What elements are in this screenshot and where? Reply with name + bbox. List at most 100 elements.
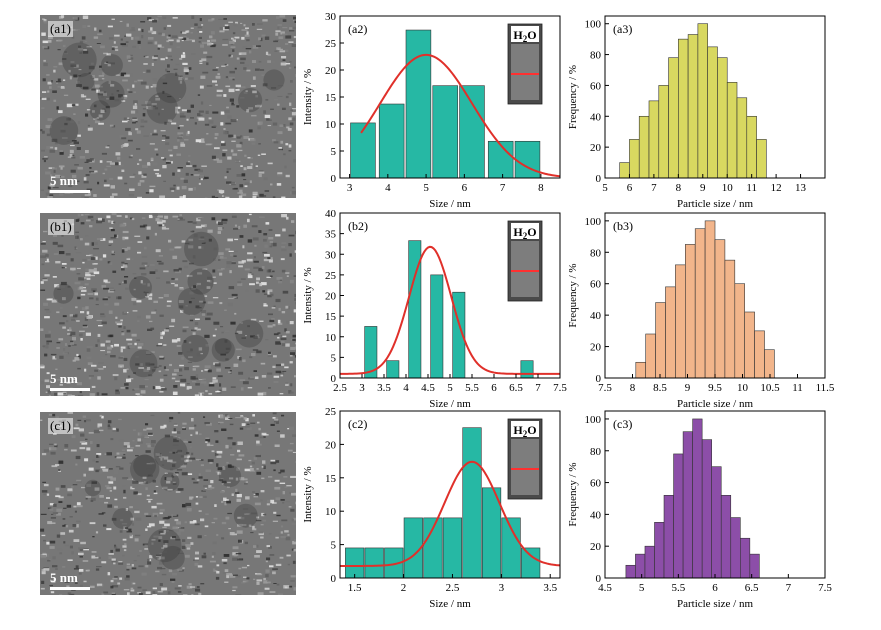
y-tick-label: 35 — [325, 229, 337, 241]
y-tick-label: 100 — [585, 414, 602, 426]
bar — [682, 431, 693, 579]
bar — [635, 553, 646, 579]
scale-bar-b1: 5 nm — [50, 371, 90, 391]
bar — [462, 427, 482, 579]
bar — [668, 57, 679, 179]
bar — [704, 220, 716, 379]
bar — [711, 466, 722, 579]
x-tick-label: 5 — [423, 182, 429, 194]
y-tick-label: 80 — [590, 50, 602, 62]
x-tick-label: 5 — [639, 582, 645, 594]
y-tick-label: 30 — [325, 249, 337, 261]
scale-bar-c1: 5 nm — [50, 570, 90, 590]
y-tick-label: 20 — [590, 541, 602, 553]
y-tick-label: 100 — [585, 216, 602, 228]
x-tick-label: 6 — [712, 582, 718, 594]
bar — [487, 140, 514, 179]
bar — [744, 311, 755, 379]
y-tick-label: 0 — [596, 373, 602, 385]
x-tick-label: 7 — [786, 582, 792, 594]
fit-curve — [360, 53, 561, 178]
bar — [350, 122, 376, 179]
y-tick-label: 5 — [331, 540, 337, 552]
bar — [638, 115, 650, 179]
axes-frame — [339, 410, 561, 579]
y-tick-label: 10 — [325, 332, 337, 344]
y-tick-label: 40 — [590, 310, 602, 322]
panel-label-c1: (c1) — [48, 418, 73, 434]
y-tick-label: 40 — [590, 111, 602, 123]
x-tick-label: 5.5 — [671, 582, 685, 594]
x-tick-label: 3 — [499, 582, 505, 594]
chart-a3: 5 6 7 8 9 10 11 12 13 0 20 40 60 80 100 Particle size /… — [567, 15, 826, 210]
x-tick-label: 7 — [535, 382, 541, 394]
x-tick-label: 10 — [737, 382, 749, 394]
y-tick-label: 25 — [325, 270, 337, 282]
y-tick-label: 20 — [325, 65, 337, 77]
bar — [655, 302, 666, 379]
y-tick-label: 5 — [331, 146, 337, 158]
scale-line-b1 — [50, 388, 90, 391]
bar — [736, 97, 748, 179]
x-tick-label: 3 — [359, 382, 365, 394]
y-tick-label: 60 — [590, 80, 602, 92]
y-tick-label: 25 — [325, 38, 337, 50]
x-tick-label: 13 — [795, 182, 807, 194]
bar — [720, 495, 732, 579]
scale-text-c1: 5 nm — [50, 570, 78, 585]
x-tick-label: 7.5 — [553, 382, 567, 394]
x-tick-label: 3.5 — [543, 582, 557, 594]
chart-b2: 2.5 3 3.5 4 4.5 5 5.5 6 6.5 7 7.5 0 5 10 15 20 25 30 35 40 S… — [302, 208, 567, 410]
panel-label: (c2) — [348, 417, 367, 431]
bar — [717, 57, 728, 179]
bar — [746, 115, 757, 179]
y-tick-label: 0 — [596, 573, 602, 585]
scale-text-a1: 5 nm — [50, 173, 78, 188]
bar — [430, 274, 444, 379]
inset-label: H2O — [513, 28, 536, 44]
bar — [520, 360, 534, 379]
bar — [740, 537, 751, 579]
x-tick-label: 3 — [347, 182, 353, 194]
bar — [345, 547, 365, 579]
bar — [644, 545, 655, 579]
y-tick-label: 5 — [331, 352, 337, 364]
y-tick-label: 40 — [590, 509, 602, 521]
bar — [514, 140, 541, 179]
x-tick-label: 2 — [401, 582, 407, 594]
bar — [625, 564, 636, 579]
panel-label-b1: (b1) — [48, 219, 74, 235]
bar — [756, 139, 767, 179]
x-tick-label: 6 — [462, 182, 468, 194]
bar — [764, 349, 775, 379]
tem-image-c1: (c1) 5 nm — [40, 412, 296, 595]
bar — [619, 162, 630, 179]
x-tick-label: 4.5 — [598, 582, 612, 594]
bar — [378, 103, 405, 179]
panel-label: (a2) — [348, 22, 367, 36]
y-tick-label: 0 — [331, 373, 337, 385]
y-tick-label: 60 — [590, 478, 602, 490]
x-axis-label: Particle size / nm — [677, 198, 754, 210]
scale-line-a1 — [50, 190, 90, 193]
y-axis-label: Frequency / % — [567, 263, 579, 327]
y-axis-label: Intensity / % — [302, 267, 314, 323]
inset-label: H2O — [513, 225, 536, 241]
cuvette-inset: H2O — [507, 23, 543, 105]
x-tick-label: 4 — [403, 382, 409, 394]
bar — [654, 522, 665, 579]
y-axis-label: Frequency / % — [567, 462, 579, 526]
y-tick-label: 20 — [325, 439, 337, 451]
chart-c2: 1.5 2 2.5 3 3.5 0 5 10 15 20 25 Size / nm Intensity … — [302, 406, 561, 610]
bar — [675, 264, 686, 379]
bar — [658, 85, 669, 179]
bar — [707, 46, 718, 179]
x-tick-label: 8 — [538, 182, 544, 194]
bar — [724, 259, 736, 379]
x-tick-label: 6 — [491, 382, 497, 394]
x-axis-label: Size / nm — [429, 598, 471, 610]
x-tick-label: 11 — [792, 382, 803, 394]
y-tick-label: 0 — [596, 173, 602, 185]
chart-c3: 4.5 5 5.5 6 6.5 7 7.5 0 20 40 60 80 100 Particle size… — [567, 410, 832, 610]
